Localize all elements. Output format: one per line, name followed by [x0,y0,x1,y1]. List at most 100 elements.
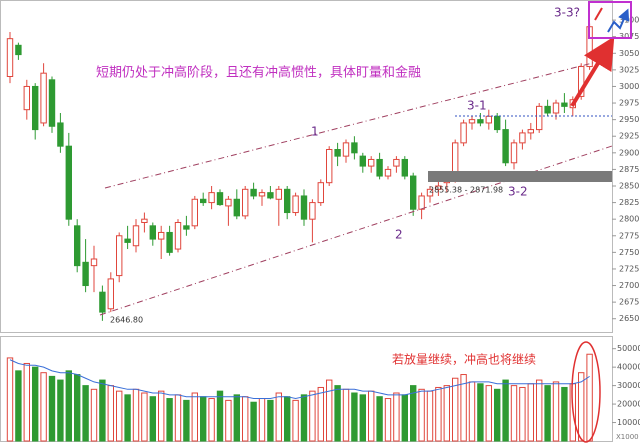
candle-body [393,158,400,167]
y-tick-label: 2900 [619,148,639,157]
volume-bar [292,399,299,442]
volume-bar [107,385,114,442]
volume-bar [586,353,593,442]
y-tick-label: 10000 [617,418,640,427]
y-tick-label: 2925 [619,132,639,141]
volume-bar [48,375,56,442]
candle-body [132,225,140,247]
volume-bar [351,392,358,442]
annotation: 短期仍处于冲高阶段，且还有冲高惯性，具体盯量和金融 [96,65,421,81]
volume-bar [200,396,207,442]
volume-bar [132,388,140,442]
candle-body [460,122,467,144]
y-tick-label: 50000 [617,344,640,353]
candle-body [90,258,98,267]
candle-body [527,129,534,134]
channel-lower [99,145,613,316]
volume-bar [527,383,534,442]
volume-bar [536,379,543,442]
volume-bar [561,386,568,442]
volume-bar [502,379,509,442]
volume-bar [149,396,157,442]
volume-bar [225,399,232,442]
volume-bar [359,394,367,442]
volume-bar [368,390,375,442]
candle-body [258,192,266,197]
y-tick-label: 2775 [619,231,639,240]
candle-body [99,291,106,313]
candle-body [368,158,375,167]
y-tick-label: 2875 [619,165,639,174]
arrow-red [570,36,615,108]
annotation: 2646.80 [110,316,143,325]
gap-zone [428,171,612,182]
volume-bar [90,388,98,442]
volume-bar [309,390,316,442]
arrow-up [594,7,603,21]
volume-bar [460,374,467,442]
volume-bar [40,372,47,442]
y-tick-label: 2675 [619,298,639,307]
candle-body [309,202,316,220]
candle-body [435,185,442,190]
candle-body [65,145,72,220]
price-panel [0,0,613,333]
candle-body [191,198,199,227]
volume-bar [116,390,123,442]
candle-body [326,149,333,184]
volume-bar [477,383,484,442]
volume-bar [410,385,417,442]
candle-body [149,225,157,240]
annotation: X1000 [616,433,639,441]
y-tick-label: 2650 [619,314,639,323]
volume-bar [65,370,72,442]
volume-bar [258,398,266,442]
candle-body [317,182,325,204]
candle-body [225,198,232,207]
annotation: 3-1 [467,99,487,113]
candle-body [141,218,148,224]
volume-bar [242,396,249,442]
candle-body [578,66,585,97]
candle-body [468,119,476,124]
candle-body [107,278,114,310]
volume-bar [552,381,560,442]
candle-body [242,188,249,217]
volume-bar [216,390,224,442]
y-tick-label: 2850 [619,182,639,191]
volume-bar [384,398,392,442]
y-tick-label: 40000 [617,363,640,372]
volume-bar [124,394,131,442]
candle-body [426,188,434,197]
candle-body [552,102,560,114]
candle-body [124,238,131,243]
y-tick-label: 2725 [619,264,639,273]
volume-bar [376,396,383,442]
candle-body [401,158,409,177]
candle-body [158,231,165,240]
candle-body [300,195,308,220]
candle-body [200,198,207,204]
candle-body [351,142,358,154]
candle-body [6,38,14,77]
candle-body [334,149,341,157]
volume-bar [208,398,215,442]
candle-body [519,132,526,144]
candle-body [410,175,417,210]
volume-bar [519,386,526,442]
candle-body [267,192,274,199]
volume-bar [443,385,451,442]
volume-bar [578,372,585,442]
candle-body [510,142,518,164]
candle-body [418,195,425,210]
candle-body [477,119,484,124]
volume-bar [452,377,459,442]
volume-bar [158,390,165,442]
annotation: 若放量继续，冲高也将继续 [392,352,536,367]
volume-bar [141,392,148,442]
candle-body [284,188,291,214]
annotation: 3-3? [554,6,580,20]
candle-body [359,155,367,167]
annotation: 3-2 [508,185,528,199]
